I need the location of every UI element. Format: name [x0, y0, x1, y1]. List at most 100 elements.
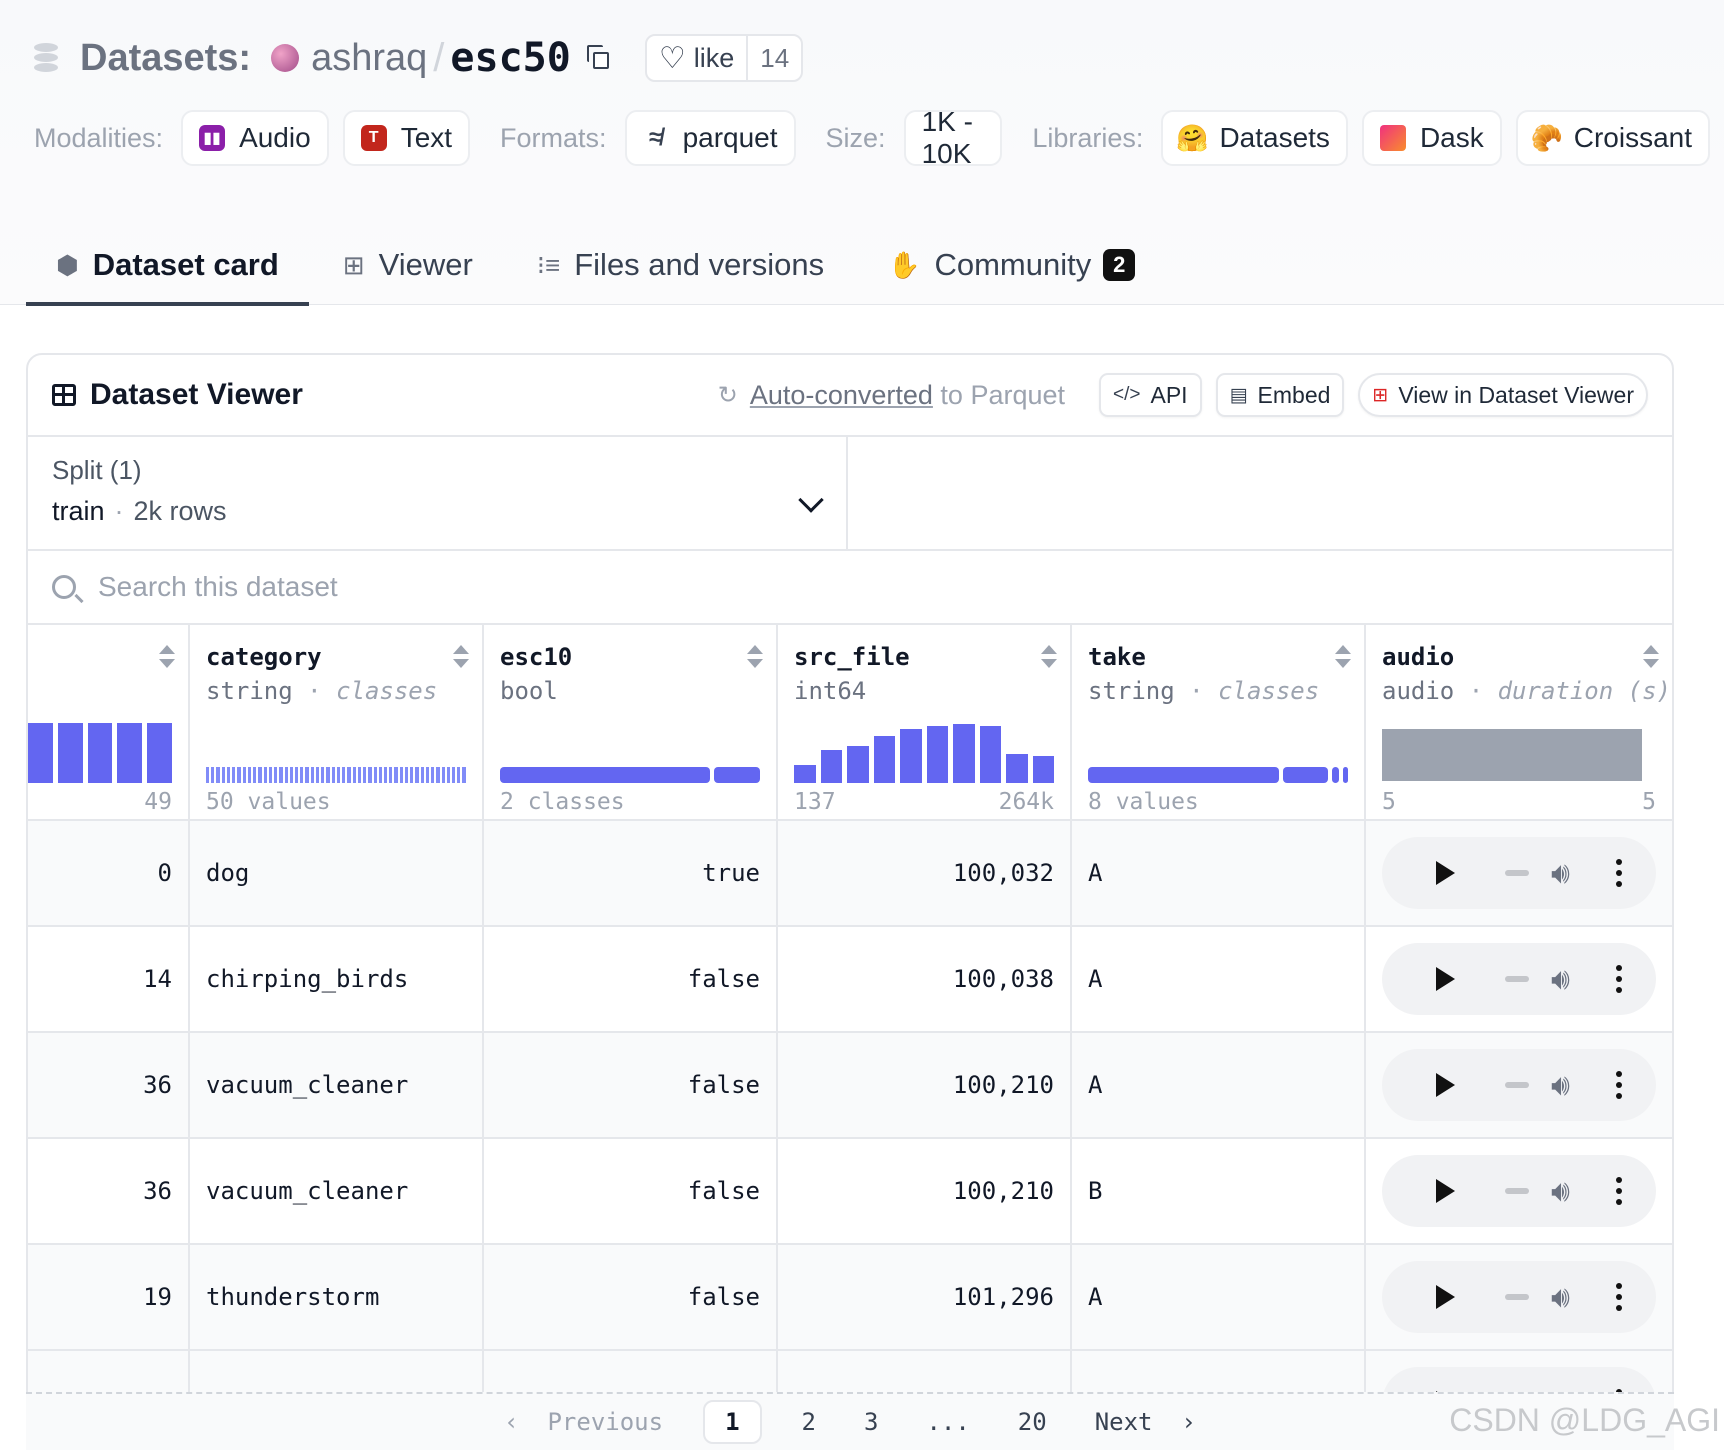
histogram-bar[interactable]: [242, 767, 246, 783]
cell-take[interactable]: A: [1072, 927, 1366, 1031]
distribution-segment[interactable]: [713, 767, 760, 783]
volume-icon[interactable]: 🔊︎: [1551, 1173, 1570, 1209]
play-icon[interactable]: [1436, 1179, 1455, 1203]
cell-src-file[interactable]: 100,038: [778, 927, 1072, 1031]
histogram-bar[interactable]: [389, 767, 393, 783]
size-chip[interactable]: 1K - 10K: [903, 106, 1003, 169]
cell-esc10[interactable]: false: [484, 1033, 778, 1137]
histogram-bar[interactable]: [331, 767, 335, 783]
more-options-icon[interactable]: [1616, 1283, 1622, 1311]
volume-icon[interactable]: 🔊︎: [1551, 855, 1570, 891]
histogram-bar[interactable]: [211, 767, 215, 783]
histogram-bar[interactable]: [394, 767, 398, 783]
table-row[interactable]: 36 vacuum_cleaner false 100,210 B 🔊︎: [28, 1139, 1672, 1245]
progress-slider[interactable]: [1505, 1188, 1529, 1194]
cell-esc10[interactable]: false: [484, 927, 778, 1031]
histogram-bar[interactable]: [310, 767, 314, 783]
cell-category[interactable]: dog: [190, 821, 484, 925]
histogram-bar[interactable]: [900, 729, 922, 783]
progress-slider[interactable]: [1505, 1082, 1529, 1088]
cell-index[interactable]: 14: [28, 927, 190, 1031]
histogram-bar[interactable]: [284, 767, 288, 783]
histogram-bar[interactable]: [431, 767, 435, 783]
cell-take[interactable]: B: [1072, 1139, 1366, 1243]
histogram-bar[interactable]: [347, 767, 351, 783]
histogram-bar[interactable]: [383, 767, 388, 783]
sort-icon[interactable]: [1040, 645, 1058, 671]
page-button[interactable]: 2: [801, 1408, 816, 1436]
modality-chip-audio[interactable]: ▮▮ Audio: [181, 110, 329, 166]
play-icon[interactable]: [1436, 1073, 1455, 1097]
histogram-bar[interactable]: [1032, 756, 1054, 783]
histogram-bar[interactable]: [315, 767, 320, 783]
progress-slider[interactable]: [1505, 976, 1529, 982]
progress-slider[interactable]: [1505, 1294, 1529, 1300]
modality-chip-text[interactable]: T Text: [342, 110, 471, 166]
column-header-index[interactable]: 49: [28, 625, 190, 819]
format-chip-parquet[interactable]: ≉ parquet: [624, 110, 796, 166]
column-header-esc10[interactable]: esc10 bool 2 classes: [484, 625, 778, 819]
page-button[interactable]: 3: [863, 1408, 879, 1436]
more-options-icon[interactable]: [1616, 965, 1622, 993]
histogram-bar[interactable]: [206, 767, 210, 783]
category-histogram[interactable]: [206, 767, 466, 783]
play-icon[interactable]: [1436, 861, 1455, 885]
distribution-segment[interactable]: [500, 767, 710, 783]
histogram-bar[interactable]: [237, 767, 241, 783]
histogram-bar[interactable]: [28, 723, 53, 783]
histogram-bar[interactable]: [289, 767, 293, 783]
histogram-bar[interactable]: [420, 767, 424, 783]
histogram-bar[interactable]: [462, 767, 466, 783]
tab-viewer[interactable]: ⊞ Viewer: [313, 224, 503, 306]
cell-esc10[interactable]: false: [484, 1139, 778, 1243]
cell-take[interactable]: A: [1072, 1033, 1366, 1137]
histogram-bar[interactable]: [926, 726, 948, 783]
previous-button[interactable]: ‹ Previous: [504, 1408, 664, 1436]
histogram-bar[interactable]: [274, 767, 278, 783]
column-header-src-file[interactable]: src_file int64 137 264k: [778, 625, 1072, 819]
histogram-bar[interactable]: [87, 723, 113, 783]
cell-src-file[interactable]: 100,210: [778, 1033, 1072, 1137]
cell-index[interactable]: 36: [28, 1139, 190, 1243]
histogram-bar[interactable]: [953, 724, 975, 783]
volume-icon[interactable]: 🔊︎: [1551, 961, 1570, 997]
histogram-bar[interactable]: [247, 767, 252, 783]
sort-icon[interactable]: [1334, 645, 1352, 671]
histogram-bar[interactable]: [226, 767, 231, 783]
histogram-bar[interactable]: [117, 723, 143, 783]
sort-icon[interactable]: [746, 645, 764, 671]
play-icon[interactable]: [1436, 1285, 1455, 1309]
histogram-bar[interactable]: [979, 726, 1001, 783]
cell-category[interactable]: thunderstorm: [190, 1245, 484, 1349]
histogram-bar[interactable]: [253, 767, 257, 783]
table-row[interactable]: 14 chirping_birds false 100,038 A 🔊︎: [28, 927, 1672, 1033]
histogram-bar[interactable]: [321, 767, 325, 783]
distribution-segment[interactable]: [1282, 767, 1328, 783]
more-options-icon[interactable]: [1616, 1071, 1622, 1099]
cell-category[interactable]: vacuum_cleaner: [190, 1139, 484, 1243]
tab-dataset-card[interactable]: ⬢ Dataset card: [26, 224, 309, 306]
org-name[interactable]: ashraq: [311, 36, 428, 79]
cell-esc10[interactable]: false: [484, 1245, 778, 1349]
split-selector[interactable]: Split (1) train · 2k rows: [28, 437, 848, 549]
histogram-bar[interactable]: [294, 767, 299, 783]
histogram-bar[interactable]: [216, 767, 220, 783]
cell-category[interactable]: vacuum_cleaner: [190, 1033, 484, 1137]
like-count[interactable]: 14: [760, 42, 790, 73]
cell-index[interactable]: 36: [28, 1033, 190, 1137]
duration-histogram[interactable]: [1382, 729, 1642, 781]
histogram-bar[interactable]: [357, 767, 362, 783]
volume-icon[interactable]: 🔊︎: [1551, 1067, 1570, 1103]
sort-icon[interactable]: [452, 645, 470, 671]
histogram-bar[interactable]: [147, 723, 172, 783]
histogram-bar[interactable]: [794, 765, 816, 783]
histogram-bar[interactable]: [305, 767, 309, 783]
column-header-category[interactable]: category string · classes 50 values: [190, 625, 484, 819]
histogram-bar[interactable]: [446, 767, 451, 783]
embed-button[interactable]: ▤ Embed: [1215, 373, 1345, 417]
histogram-bar[interactable]: [326, 767, 330, 783]
tab-files-and-versions[interactable]: ⁝≡ Files and versions: [507, 224, 854, 306]
histogram-bar[interactable]: [258, 767, 262, 783]
histogram-bar[interactable]: [342, 767, 346, 783]
table-row[interactable]: 36 vacuum_cleaner false 100,210 A 🔊︎: [28, 1033, 1672, 1139]
